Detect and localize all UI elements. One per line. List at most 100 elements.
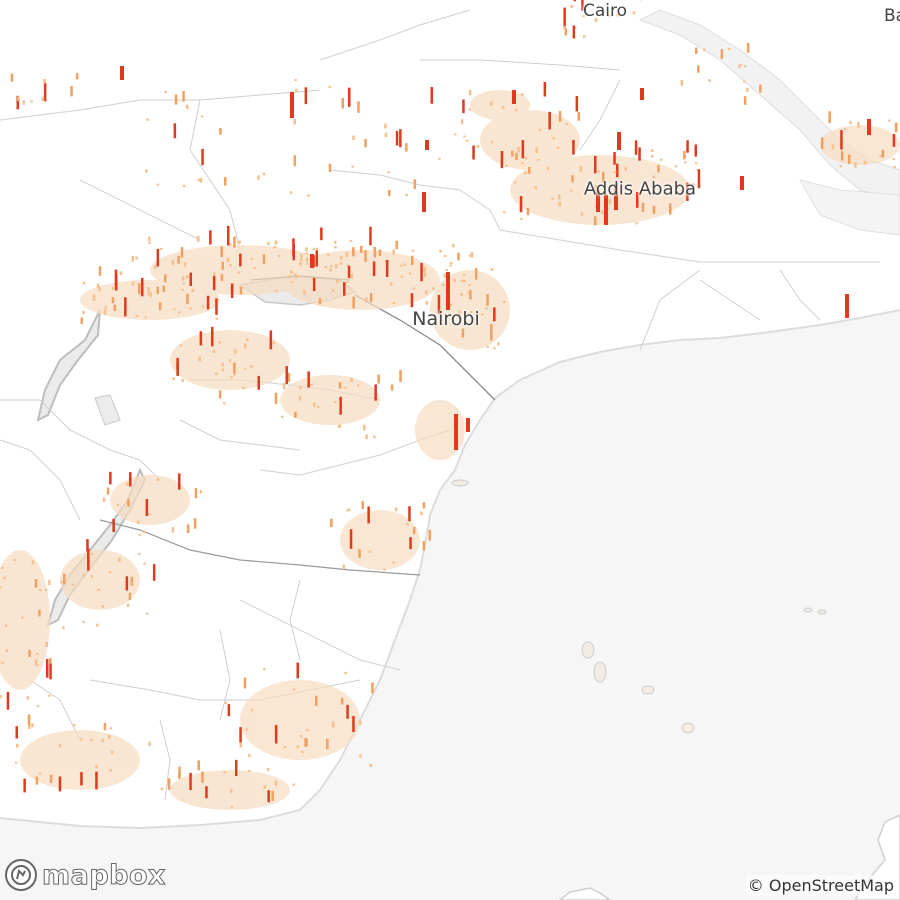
population-spike (43, 79, 46, 84)
population-spike (82, 620, 85, 623)
mapbox-logo-text: mapbox (42, 859, 166, 891)
population-spike (239, 253, 242, 267)
population-spike (152, 564, 156, 581)
attribution-link[interactable]: © OpenStreetMap (745, 875, 896, 896)
population-spike (340, 256, 343, 260)
population-spike (211, 326, 214, 347)
population-spike (315, 695, 318, 706)
population-spike (48, 694, 51, 697)
population-spike (392, 249, 395, 255)
population-spike-major (614, 184, 618, 210)
population-spike (521, 93, 524, 96)
population-spike (36, 664, 39, 667)
population-spike (28, 649, 31, 657)
population-spike (158, 302, 162, 311)
population-spike (16, 743, 19, 748)
population-spike (282, 383, 286, 390)
population-spike (490, 331, 493, 341)
population-spike (183, 262, 187, 267)
population-spike (103, 309, 107, 315)
population-spike (220, 246, 223, 258)
population-spike (577, 112, 580, 121)
population-spike (636, 192, 639, 208)
population-spike (345, 252, 349, 257)
population-spike (641, 202, 645, 212)
population-spike (411, 249, 415, 252)
population-spike (746, 87, 749, 92)
population-spike (840, 151, 844, 161)
population-spike (349, 239, 352, 242)
population-spike (129, 472, 132, 487)
city-label-addis-ababa: Addis Ababa (583, 178, 697, 200)
population-spike (75, 73, 79, 80)
population-spike (468, 89, 472, 96)
population-spike (224, 177, 227, 186)
population-spike (73, 724, 76, 727)
population-spike (372, 261, 376, 277)
population-spike (178, 311, 181, 314)
population-spike (179, 344, 182, 347)
population-spike (293, 118, 296, 125)
population-spike (490, 324, 493, 334)
lake-tanganyika (36, 309, 101, 422)
population-spike (38, 609, 41, 617)
population-spike (430, 87, 433, 104)
population-spike (212, 350, 216, 353)
population-spike (467, 291, 470, 295)
population-spike (594, 216, 597, 226)
population-spike (361, 501, 364, 510)
population-spike (221, 363, 224, 367)
population-spike (364, 139, 367, 148)
population-spike (445, 268, 448, 271)
population-spike (182, 184, 186, 188)
population-spike (233, 373, 236, 376)
population-spike (521, 162, 524, 165)
population-spike (141, 277, 144, 297)
population-spike (58, 744, 62, 748)
population-spike (746, 42, 750, 53)
population-spike (36, 705, 40, 708)
population-spike (469, 289, 472, 300)
population-spike (520, 217, 523, 220)
population-spike (428, 529, 431, 541)
population-spike (425, 301, 429, 305)
population-spike (199, 490, 203, 494)
population-spike (413, 179, 417, 190)
population-spike (82, 310, 85, 315)
population-spike (31, 560, 35, 565)
population-spike (274, 392, 278, 405)
population-spike (535, 147, 538, 154)
population-spike (420, 511, 423, 516)
population-spike (97, 588, 100, 591)
population-spike (238, 240, 242, 244)
population-spike (616, 163, 619, 178)
population-spike (43, 82, 47, 102)
population-spike (90, 553, 94, 556)
population-spike (250, 257, 253, 260)
population-spike (389, 282, 393, 286)
population-spike (708, 79, 711, 82)
population-spike (177, 255, 180, 264)
population-spike (243, 367, 247, 370)
population-spike (743, 96, 747, 105)
population-spike (160, 787, 164, 791)
population-spike (334, 401, 337, 404)
population-spike (324, 266, 327, 269)
population-spike (17, 96, 20, 101)
population-spike (831, 144, 835, 150)
population-spike (164, 274, 167, 283)
population-spike (367, 506, 370, 524)
population-spike (546, 166, 550, 170)
population-spike (250, 709, 254, 712)
population-spike (110, 750, 114, 754)
population-spike (227, 704, 231, 717)
population-spike (369, 226, 372, 246)
population-spike (594, 155, 597, 174)
population-spike (412, 287, 416, 290)
mapbox-logo[interactable]: mapbox (4, 858, 166, 892)
population-spike (360, 245, 363, 253)
population-spike (346, 509, 349, 512)
population-spike (394, 507, 398, 512)
